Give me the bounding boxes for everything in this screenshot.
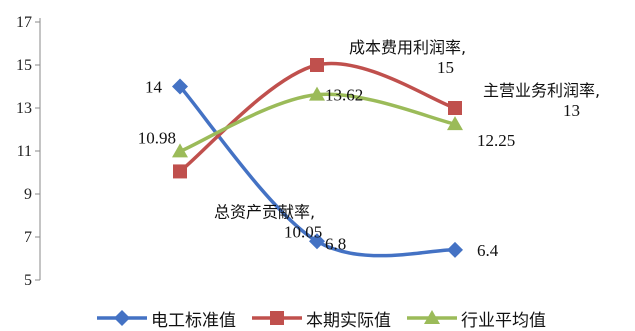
legend-item: 行业平均值 [405,306,546,331]
series-layer [172,58,463,258]
legend-item: 本期实际值 [250,306,391,331]
annotation-label: 成本费用利润率, [349,38,466,57]
legend: 电工标准值 本期实际值 行业平均值 [95,305,560,331]
axes: 5 7 9 11 13 15 17 [16,14,41,289]
y-tick-label: 13 [16,100,32,117]
legend-marker [270,311,284,325]
annotation-value: 15 [437,58,454,77]
y-tick-label: 15 [16,57,32,74]
legend-swatch [407,310,457,324]
y-tick-label: 11 [17,143,32,160]
data-point [309,86,325,101]
legend-label: 行业平均值 [461,310,546,331]
data-point [447,116,463,131]
y-tick-label: 7 [24,229,32,246]
data-point [447,241,463,258]
y-tick-label: 5 [24,272,32,289]
legend-label: 本期实际值 [306,310,391,331]
legend-marker [424,310,440,324]
data-point [309,233,325,250]
annotation-label: 主营业务利润率, [483,81,600,100]
y-tick-label: 9 [24,186,32,203]
data-point [173,164,187,179]
annotation-label: 总资产贡献率, [214,202,315,221]
legend-marker [114,310,130,326]
data-point [172,143,188,158]
y-tick-label: 17 [16,14,32,31]
series-line-1 [178,61,456,173]
data-label: 12.25 [477,131,515,150]
legend-item: 电工标准值 [95,306,236,331]
data-label: 6.4 [477,241,499,260]
legend-swatch [252,311,302,325]
data-point [448,101,462,115]
data-label: 10.98 [138,128,176,147]
annotation-value: 10.05 [284,222,322,241]
series-line-2 [179,92,456,154]
labels-layer: 14 6.8 6.4 10.98 13.62 12.25 成本费用利润率,15 主营业务利润率… [138,38,600,260]
data-point [310,58,324,72]
data-label: 14 [145,78,163,97]
data-label: 6.8 [325,234,346,253]
legend-swatch [97,310,147,326]
annotation-value: 13 [563,101,580,120]
data-point [172,78,188,95]
legend-label: 电工标准值 [151,310,236,331]
data-label: 13.62 [325,86,363,105]
